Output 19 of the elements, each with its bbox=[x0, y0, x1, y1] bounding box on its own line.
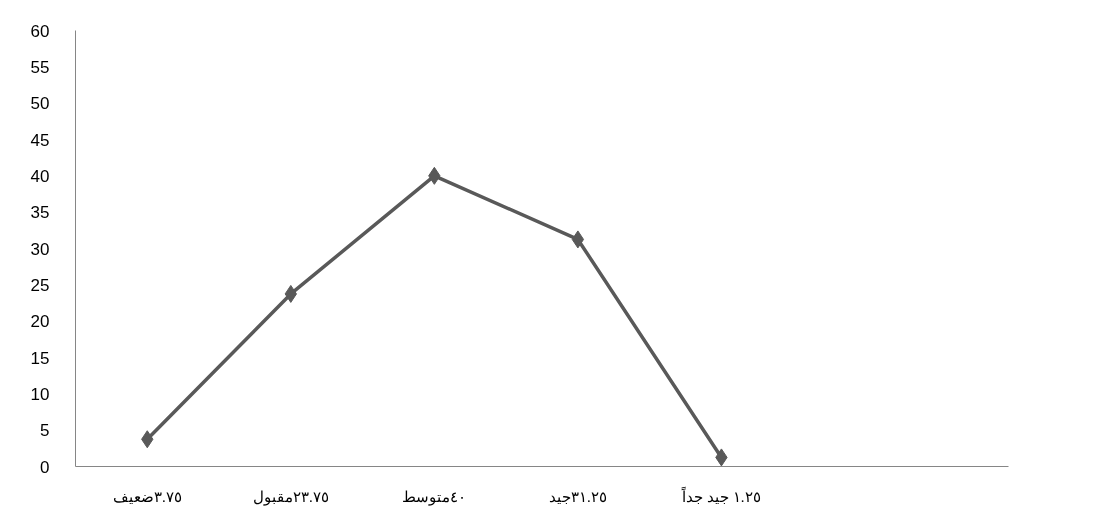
x-tick-label: ٣.٧٥ضعيف bbox=[112, 488, 182, 505]
x-tick-label: ٤٠متوسط bbox=[402, 488, 467, 506]
y-tick-label: 30 bbox=[30, 239, 50, 259]
y-tick-label: 15 bbox=[30, 348, 50, 368]
x-tick-label: ٣١.٢٥جيد bbox=[549, 488, 607, 505]
y-tick-label: 20 bbox=[30, 312, 50, 332]
y-tick-label: 50 bbox=[30, 94, 50, 114]
x-tick-label: ٢٣.٧٥مقبول bbox=[252, 488, 329, 506]
y-tick-label: 40 bbox=[30, 166, 50, 186]
y-tick-label: 10 bbox=[30, 384, 50, 404]
y-tick-label: 5 bbox=[40, 421, 50, 441]
y-tick-label: 0 bbox=[40, 457, 50, 477]
x-tick-label: ١.٢٥ جيد جداً bbox=[681, 485, 761, 505]
y-tick-label: 45 bbox=[30, 130, 50, 150]
point bbox=[571, 230, 585, 249]
y-tick-label: 60 bbox=[30, 21, 50, 41]
y-tick-label: 55 bbox=[30, 57, 50, 77]
y-tick-label: 35 bbox=[30, 203, 50, 223]
y-tick-label: 25 bbox=[30, 275, 50, 295]
